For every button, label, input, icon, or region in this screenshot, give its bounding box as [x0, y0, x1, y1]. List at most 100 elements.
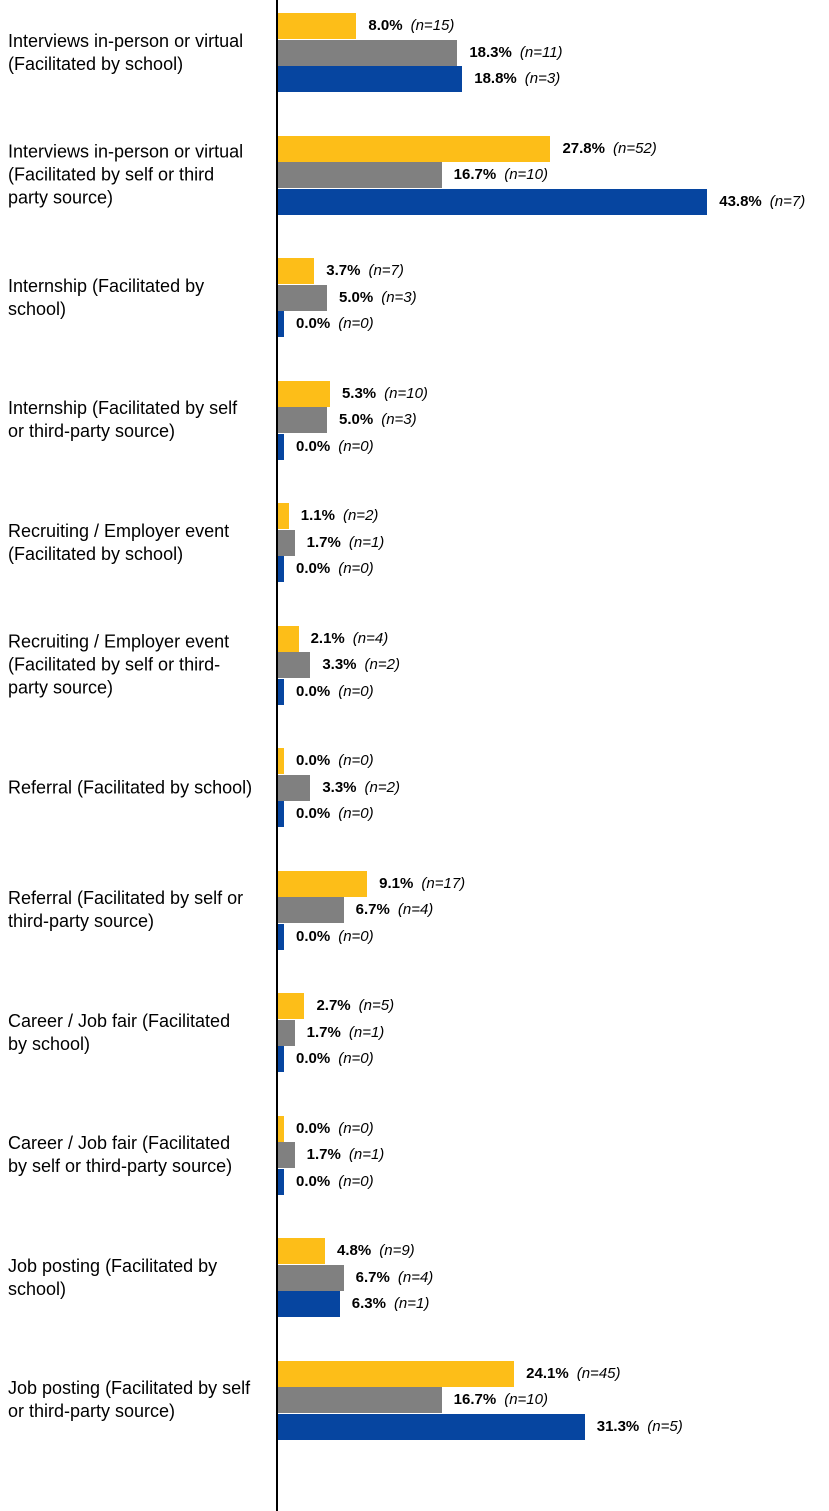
category-label: Job posting (Facilitated by self or thir… [8, 1378, 251, 1422]
bar [278, 1387, 442, 1413]
data-label: 1.7% (n=1) [307, 1142, 385, 1168]
value-label: 0.0% [296, 927, 331, 945]
count-label: (n=11) [519, 43, 563, 61]
value-label: 0.0% [296, 682, 331, 700]
value-label: 1.7% [306, 533, 341, 551]
count-label: (n=0) [338, 437, 374, 455]
value-label: 18.8% [474, 70, 517, 87]
bar [278, 1142, 295, 1168]
count-label: (n=4) [397, 1268, 434, 1286]
count-label: (n=3) [524, 70, 561, 87]
data-label: 18.3% (n=11) [469, 40, 562, 66]
value-label: 16.7% [453, 1391, 497, 1408]
data-label: 5.3% (n=10) [342, 381, 428, 407]
category-label: Career / Job fair (Facilitated by self o… [8, 1133, 233, 1177]
category-label: Interviews in-person or virtual (Facilit… [8, 141, 244, 208]
count-label: (n=10) [384, 384, 428, 402]
bar [278, 748, 284, 774]
value-label: 16.7% [453, 166, 497, 183]
value-label: 6.7% [355, 1268, 390, 1286]
category-label: Interviews in-person or virtual (Facilit… [8, 30, 244, 74]
bar [278, 284, 327, 311]
count-label: (n=9) [379, 1242, 415, 1259]
value-label: 0.0% [296, 752, 331, 769]
value-label: 0.0% [296, 1119, 331, 1137]
count-label: (n=2) [364, 778, 400, 796]
count-label: (n=1) [348, 533, 385, 551]
value-label: 5.3% [341, 384, 377, 402]
data-label: 8.0% (n=15) [368, 13, 454, 39]
bar [278, 66, 463, 92]
category-label: Career / Job fair (Facilitated by school… [8, 1010, 231, 1054]
data-label: 4.8% (n=9) [337, 1238, 415, 1264]
data-label: 0.0% (n=0) [296, 801, 374, 827]
count-label: (n=2) [342, 507, 379, 524]
value-label: 6.7% [355, 901, 390, 918]
category-label: Referral (Facilitated by self or third-p… [8, 888, 244, 932]
count-label: (n=7) [769, 192, 806, 210]
bar [278, 1291, 340, 1317]
value-label: 1.1% [300, 507, 335, 524]
bar [278, 162, 442, 188]
count-label: (n=5) [647, 1417, 683, 1435]
data-label: 1.7% (n=1) [307, 1020, 385, 1046]
count-label: (n=17) [421, 874, 466, 892]
bar [278, 407, 327, 433]
data-label: 0.0% (n=0) [296, 748, 374, 774]
count-label: (n=7) [368, 262, 404, 279]
count-label: (n=10) [504, 166, 548, 183]
value-label: 2.7% [316, 997, 351, 1014]
value-label: 0.0% [296, 560, 331, 577]
value-label: 0.0% [296, 1050, 331, 1067]
count-label: (n=45) [576, 1364, 621, 1382]
bar [278, 1238, 326, 1264]
data-label: 6.7% (n=4) [356, 897, 434, 923]
value-label: 3.7% [326, 262, 361, 279]
count-label: (n=4) [352, 629, 389, 647]
bar [278, 652, 311, 678]
count-label: (n=0) [338, 805, 374, 822]
data-label: 24.1% (n=45) [526, 1361, 620, 1387]
count-label: (n=0) [338, 682, 374, 700]
count-label: (n=10) [504, 1391, 548, 1408]
bar [278, 1360, 515, 1387]
data-label: 2.1% (n=4) [311, 626, 389, 652]
value-label: 5.0% [339, 288, 374, 306]
data-label: 31.3% (n=5) [597, 1414, 683, 1440]
bar [278, 1413, 585, 1440]
bar [278, 1019, 295, 1046]
data-label: 0.0% (n=0) [296, 924, 374, 950]
data-label: 5.0% (n=3) [339, 407, 417, 433]
bar [278, 529, 295, 556]
data-label: 1.7% (n=1) [307, 530, 385, 556]
data-label: 18.8% (n=3) [474, 66, 560, 92]
bar [278, 625, 299, 652]
data-label: 16.7% (n=10) [454, 1387, 548, 1413]
category-label: Internship (Facilitated by school) [8, 275, 205, 319]
value-label: 0.0% [296, 437, 331, 455]
category-label: Internship (Facilitated by self or third… [8, 398, 238, 442]
count-label: (n=0) [338, 1172, 374, 1190]
value-label: 24.1% [526, 1364, 569, 1382]
value-label: 1.7% [306, 1023, 341, 1041]
bar [278, 923, 284, 950]
data-label: 0.0% (n=0) [296, 311, 374, 337]
bar [278, 1264, 344, 1291]
data-label: 27.8% (n=52) [562, 136, 656, 162]
data-label: 6.7% (n=4) [356, 1265, 434, 1291]
value-label: 2.1% [310, 629, 345, 647]
bar [278, 1115, 284, 1142]
data-label: 3.3% (n=2) [322, 652, 400, 678]
data-label: 3.3% (n=2) [322, 775, 400, 801]
count-label: (n=0) [338, 752, 374, 769]
data-label: 2.7% (n=5) [316, 993, 394, 1019]
bar [278, 135, 551, 162]
value-label: 1.7% [306, 1146, 341, 1163]
data-label: 0.0% (n=0) [296, 556, 374, 582]
bar [278, 556, 284, 582]
bar [278, 380, 330, 407]
value-label: 3.3% [322, 778, 357, 796]
category-label: Recruiting / Employer event (Facilitated… [8, 631, 230, 698]
value-label: 31.3% [596, 1417, 640, 1435]
